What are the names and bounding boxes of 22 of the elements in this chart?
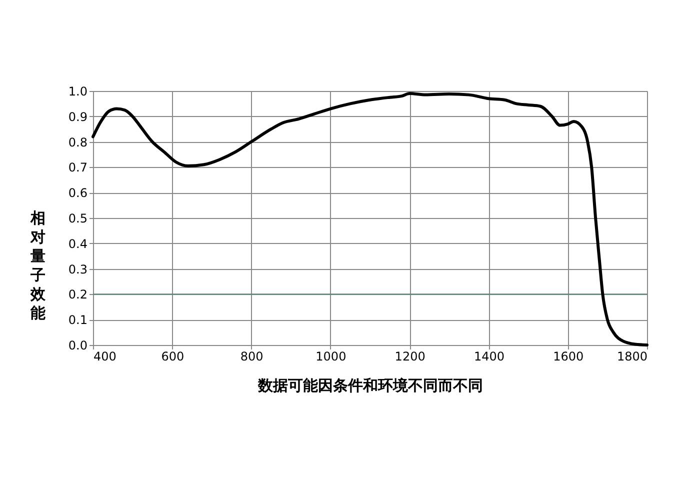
y-tick-label: 0.3 — [68, 262, 88, 276]
x-tick-label: 1400 — [474, 350, 504, 364]
line-series — [92, 92, 648, 346]
x-tick-label: 1800 — [616, 350, 648, 364]
y-tick-label: 1.0 — [68, 84, 88, 98]
y-tick-label: 0.2 — [68, 288, 88, 302]
x-tick-label: 600 — [161, 350, 184, 364]
x-axis-title: 数据可能因条件和环境不同而不同 — [257, 376, 483, 394]
y-tick-label: 0.9 — [68, 110, 88, 124]
x-tick-label: 1600 — [553, 350, 584, 364]
y-tick-label: 0.5 — [68, 212, 88, 226]
x-tick-label: 1200 — [394, 350, 426, 364]
y-axis-title: 相对量子效能 — [30, 209, 46, 322]
y-tick-label: 0.0 — [68, 338, 88, 352]
y-tick-label: 0.1 — [68, 313, 88, 328]
y-tick-label: 0.6 — [68, 186, 88, 200]
x-tick-label: 1000 — [316, 350, 346, 364]
x-tick-label: 800 — [240, 350, 264, 364]
y-tick-label: 0.8 — [68, 135, 88, 150]
y-tick-label: 0.7 — [68, 160, 88, 175]
x-tick-label: 400 — [94, 350, 116, 364]
y-tick-label: 0.4 — [68, 236, 88, 251]
